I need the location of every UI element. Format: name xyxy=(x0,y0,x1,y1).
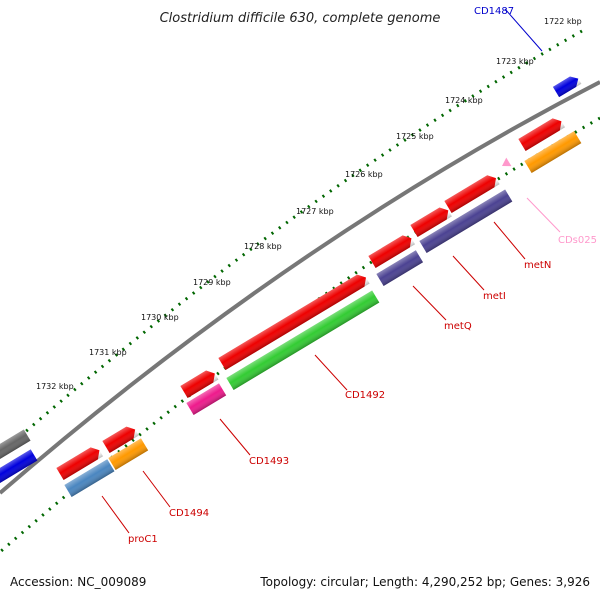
gene-label-cd1487[interactable]: CD1487 xyxy=(474,6,514,17)
gene-cd1494[interactable] xyxy=(108,438,149,471)
gene-blue-left[interactable] xyxy=(0,449,38,487)
map-title: Clostridium difficile 630, complete geno… xyxy=(160,11,441,26)
gene-orange-right[interactable] xyxy=(524,131,582,174)
gene-label-metn[interactable]: metN xyxy=(524,260,551,271)
gene-red[interactable] xyxy=(218,271,370,371)
gene-gray[interactable] xyxy=(0,429,31,464)
tick-label: 1724 kbp xyxy=(445,96,483,105)
gene-red[interactable] xyxy=(444,172,500,214)
accession-text: Accession: NC_009089 xyxy=(10,575,147,589)
tick-label: 1732 kbp xyxy=(36,382,74,391)
inner-tick-ring xyxy=(0,116,600,554)
gene-proc1[interactable] xyxy=(64,459,115,498)
tick-label: 1726 kbp xyxy=(345,170,383,179)
gene-label-metq[interactable]: metQ xyxy=(444,321,472,332)
gene-cd1487[interactable] xyxy=(552,73,582,98)
leader-cd1492 xyxy=(314,354,348,391)
gene-red[interactable] xyxy=(56,444,104,481)
tick-label: 1729 kbp xyxy=(193,278,231,287)
outer-tick-ring xyxy=(0,29,583,456)
gene-label-proc1[interactable]: proC1 xyxy=(128,534,158,545)
leader-cd1493 xyxy=(219,418,251,456)
gene-labels: CD1487 CDs025 metN metI metQ CD1492 CD14… xyxy=(128,6,597,545)
gene-red[interactable] xyxy=(102,423,139,454)
tick-label: 1730 kbp xyxy=(141,313,179,322)
gene-label-cd1493[interactable]: CD1493 xyxy=(249,456,289,467)
gene-red[interactable] xyxy=(518,115,566,152)
tick-labels: 1722 kbp 1723 kbp 1724 kbp 1725 kbp 1726… xyxy=(36,17,582,391)
gene-label-cd1492[interactable]: CD1492 xyxy=(345,390,385,401)
genome-summary-text: Topology: circular; Length: 4,290,252 bp… xyxy=(260,575,590,589)
gene-red[interactable] xyxy=(368,232,416,269)
label-leaders xyxy=(101,8,561,534)
tick-label: 1731 kbp xyxy=(89,348,127,357)
gene-meti[interactable] xyxy=(419,189,513,254)
gene-cds025[interactable] xyxy=(499,157,512,171)
gene-red[interactable] xyxy=(180,367,219,399)
gene-red[interactable] xyxy=(410,204,452,238)
gene-cd1492[interactable] xyxy=(226,290,380,391)
leader-metq xyxy=(412,285,447,321)
gene-features xyxy=(0,73,582,498)
tick-label: 1723 kbp xyxy=(496,57,534,66)
inner-dotted-ring xyxy=(0,116,600,554)
tick-label: 1727 kbp xyxy=(296,207,334,216)
genome-backbone xyxy=(0,80,600,495)
gene-label-meti[interactable]: metI xyxy=(483,291,506,302)
leader-proc1 xyxy=(101,495,130,534)
gene-label-cd1494[interactable]: CD1494 xyxy=(169,508,209,519)
gene-label-cds025[interactable]: CDs025 xyxy=(558,235,597,246)
outer-dotted-ring xyxy=(0,29,583,456)
leader-cd1487 xyxy=(504,8,543,52)
tick-label: 1728 kbp xyxy=(244,242,282,251)
leader-meti xyxy=(452,255,485,291)
tick-label: 1725 kbp xyxy=(396,132,434,141)
gene-metq[interactable] xyxy=(376,250,424,287)
tick-label: 1722 kbp xyxy=(544,17,582,26)
leader-metn xyxy=(493,221,526,260)
gene-cd1493[interactable] xyxy=(186,383,227,416)
leader-cds025 xyxy=(526,197,561,233)
leader-cd1494 xyxy=(142,470,171,508)
